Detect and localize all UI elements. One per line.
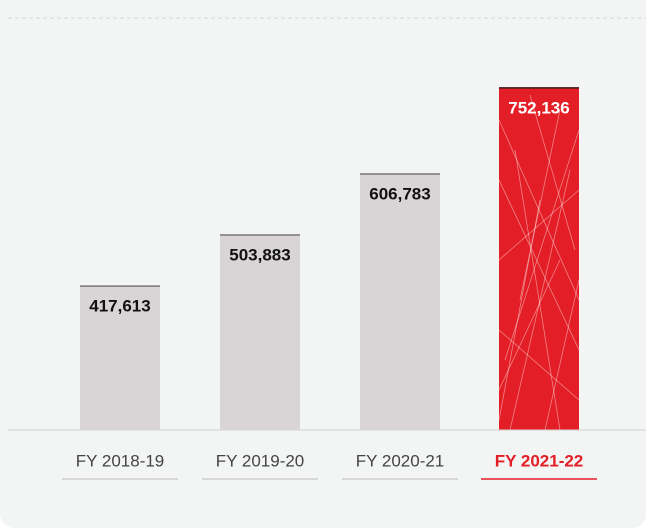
data-label: 503,883 bbox=[229, 246, 290, 265]
bar bbox=[499, 87, 579, 431]
x-tick-label: FY 2020-21 bbox=[356, 451, 445, 470]
x-tick-label: FY 2019-20 bbox=[216, 451, 305, 470]
bar-texture bbox=[499, 94, 579, 430]
bar bbox=[360, 174, 440, 430]
x-tick-label: FY 2021-22 bbox=[495, 451, 584, 470]
bar bbox=[80, 286, 160, 430]
data-label: 417,613 bbox=[89, 297, 150, 316]
bar bbox=[220, 235, 300, 430]
data-label: 752,136 bbox=[508, 98, 569, 117]
data-label: 606,783 bbox=[369, 185, 430, 204]
x-tick-label: FY 2018-19 bbox=[76, 451, 165, 470]
